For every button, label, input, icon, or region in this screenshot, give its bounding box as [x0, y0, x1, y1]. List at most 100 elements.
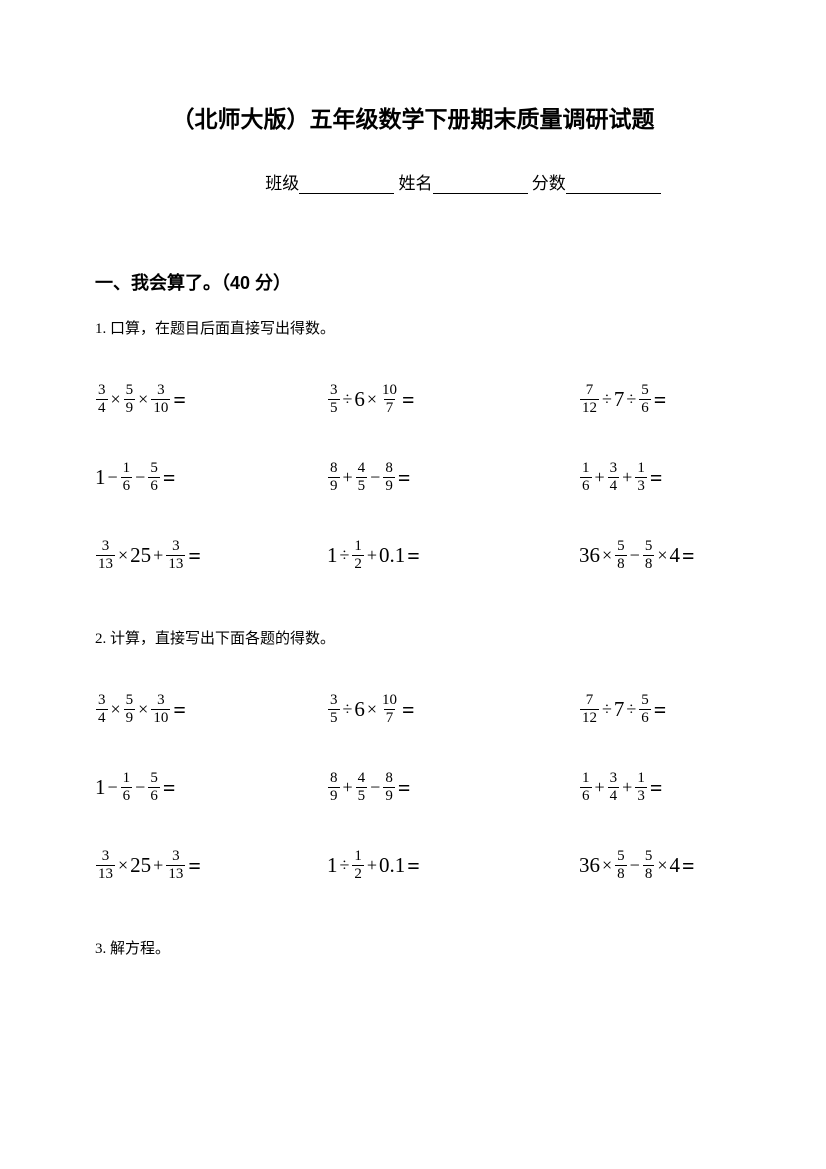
fraction: 56	[148, 461, 160, 494]
fraction: 34	[608, 461, 620, 494]
math-problem: 712÷7÷56=	[519, 383, 731, 416]
equals-sign: =	[402, 697, 415, 723]
fraction: 313	[96, 539, 115, 572]
whole-number: 0.1	[379, 543, 405, 568]
fraction: 313	[166, 539, 185, 572]
operator: −	[370, 467, 380, 488]
equals-sign: =	[407, 543, 420, 569]
math-problem: 1÷12+0.1=	[307, 539, 519, 572]
fraction: 107	[380, 693, 399, 726]
math-problem: 16+34+13=	[519, 461, 731, 494]
operator: +	[622, 467, 632, 488]
fraction: 58	[615, 539, 627, 572]
whole-number: 1	[327, 853, 338, 878]
equals-sign: =	[188, 853, 201, 879]
fraction: 34	[96, 383, 108, 416]
problems-grid-a: 34×59×310=35÷6×107=712÷7÷56=1−16−56=89+4…	[95, 383, 731, 572]
equals-sign: =	[407, 853, 420, 879]
operator: +	[153, 855, 163, 876]
fraction: 89	[328, 771, 340, 804]
fraction: 45	[356, 771, 368, 804]
operator: +	[343, 467, 353, 488]
problems-grid-b: 34×59×310=35÷6×107=712÷7÷56=1−16−56=89+4…	[95, 693, 731, 882]
fraction: 89	[383, 461, 395, 494]
fraction: 12	[352, 849, 364, 882]
fraction: 45	[356, 461, 368, 494]
math-problem: 89+45−89=	[307, 461, 519, 494]
operator: +	[153, 545, 163, 566]
operator: ×	[657, 855, 667, 876]
fraction: 34	[96, 693, 108, 726]
equals-sign: =	[398, 465, 411, 491]
fraction: 310	[151, 693, 170, 726]
operator: ×	[111, 699, 121, 720]
operator: −	[630, 545, 640, 566]
fraction: 59	[124, 383, 136, 416]
operator: −	[370, 777, 380, 798]
whole-number: 1	[95, 775, 106, 800]
math-problem: 36×58−58×4=	[519, 849, 731, 882]
operator: ×	[367, 699, 377, 720]
equals-sign: =	[398, 775, 411, 801]
fraction: 59	[124, 693, 136, 726]
operator: +	[595, 467, 605, 488]
fraction: 58	[615, 849, 627, 882]
operator: ×	[111, 389, 121, 410]
whole-number: 36	[579, 543, 600, 568]
student-info-row: 班级 姓名 分数	[95, 169, 731, 194]
math-problem: 1−16−56=	[95, 461, 307, 494]
equals-sign: =	[654, 697, 667, 723]
score-label: 分数	[532, 169, 566, 194]
fraction: 34	[608, 771, 620, 804]
operator: −	[135, 467, 145, 488]
math-problem: 34×59×310=	[95, 383, 307, 416]
fraction: 16	[580, 771, 592, 804]
fraction: 35	[328, 383, 340, 416]
operator: −	[108, 777, 118, 798]
operator: ×	[602, 545, 612, 566]
operator: +	[595, 777, 605, 798]
operator: ÷	[340, 545, 350, 566]
fraction: 712	[580, 693, 599, 726]
question-3-label: 3. 解方程。	[95, 937, 731, 958]
fraction: 56	[639, 693, 651, 726]
fraction: 56	[639, 383, 651, 416]
question-1-label: 1. 口算，在题目后面直接写出得数。	[95, 317, 731, 338]
fraction: 35	[328, 693, 340, 726]
name-label: 姓名	[399, 169, 433, 194]
math-problem: 16+34+13=	[519, 771, 731, 804]
operator: +	[622, 777, 632, 798]
equals-sign: =	[682, 853, 695, 879]
class-blank	[299, 176, 394, 194]
fraction: 58	[643, 539, 655, 572]
fraction: 16	[121, 461, 133, 494]
fraction: 313	[166, 849, 185, 882]
fraction: 16	[580, 461, 592, 494]
operator: ×	[118, 545, 128, 566]
equals-sign: =	[650, 465, 663, 491]
operator: ÷	[626, 389, 636, 410]
math-problem: 1−16−56=	[95, 771, 307, 804]
whole-number: 0.1	[379, 853, 405, 878]
operator: ×	[118, 855, 128, 876]
operator: +	[343, 777, 353, 798]
operator: ÷	[602, 389, 612, 410]
operator: +	[367, 855, 377, 876]
fraction: 16	[121, 771, 133, 804]
whole-number: 4	[669, 543, 680, 568]
whole-number: 1	[95, 465, 106, 490]
fraction: 89	[328, 461, 340, 494]
page-title: （北师大版）五年级数学下册期末质量调研试题	[95, 100, 731, 134]
question-2-label: 2. 计算，直接写出下面各题的得数。	[95, 627, 731, 648]
whole-number: 1	[327, 543, 338, 568]
equals-sign: =	[173, 387, 186, 413]
math-problem: 313×25+313=	[95, 539, 307, 572]
equals-sign: =	[402, 387, 415, 413]
operator: −	[108, 467, 118, 488]
fraction: 13	[635, 461, 647, 494]
operator: ÷	[343, 699, 353, 720]
whole-number: 7	[614, 697, 625, 722]
fraction: 13	[635, 771, 647, 804]
whole-number: 7	[614, 387, 625, 412]
equals-sign: =	[163, 775, 176, 801]
